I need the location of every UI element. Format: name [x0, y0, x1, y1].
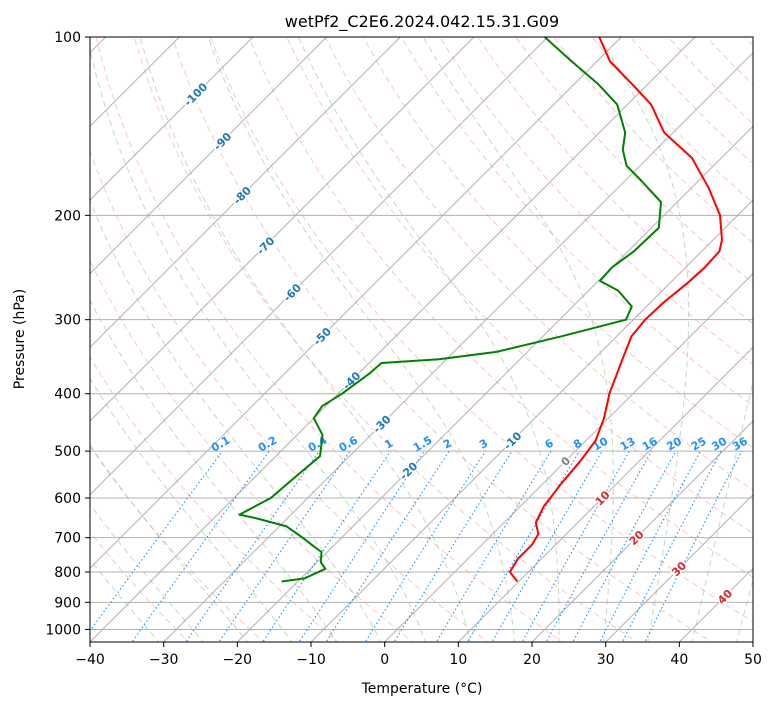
isotherm-line [163, 51, 753, 642]
x-tick-label: 30 [597, 652, 615, 668]
mixing-ratio-line [393, 450, 513, 642]
mixing-ratio-line [621, 450, 722, 642]
dry-adiabat-line [248, 37, 753, 578]
plot-frame [89, 36, 754, 643]
mixing-ratio-line [131, 450, 270, 642]
isotherm-line [90, 37, 254, 201]
mixing-ratio-line [218, 450, 351, 642]
temperature-profile-line [508, 37, 723, 583]
dry-adiabat-line [477, 37, 753, 325]
moist-adiabat-line [90, 299, 338, 642]
mixing-ratio-line [185, 450, 320, 642]
x-tick-label: 20 [523, 652, 541, 668]
x-axis-label: Temperature (°C) [361, 681, 483, 697]
isotherms [90, 37, 753, 642]
moist-adiabat-line [90, 199, 382, 642]
y-tick-label: 500 [54, 444, 81, 460]
x-tick-label: 50 [744, 652, 762, 668]
isotherm-line [90, 37, 549, 496]
y-tick-label: 300 [54, 313, 81, 329]
x-tick-label: −20 [223, 652, 253, 668]
moist-adiabat-line [90, 503, 204, 642]
mixing-ratio-line [599, 450, 701, 642]
moist-adiabat-line [90, 444, 249, 642]
axes: −40 −30 −20 −10 0 10 20 30 40 50 100 200 300 400 500 60… [45, 30, 762, 668]
y-axis-label: Pressure (hPa) [12, 289, 28, 389]
mixing-ratio-line [572, 450, 677, 642]
y-tick-label: 700 [54, 531, 81, 547]
dry-adiabat-line [362, 37, 753, 449]
y-tick-label: 900 [54, 595, 81, 611]
x-tick-label: 0 [380, 652, 389, 668]
isotherm-line [90, 37, 328, 275]
isotherm-line [236, 125, 753, 642]
moist-adiabat-line [90, 377, 293, 642]
mixing-ratio-line [262, 450, 392, 642]
mixing-ratio-line [364, 450, 486, 642]
y-tick-label: 800 [54, 565, 81, 581]
isotherm-line [90, 37, 401, 349]
isotherm-line [90, 37, 696, 642]
y-tick-label: 200 [54, 208, 81, 224]
isotherm-line [90, 37, 475, 422]
y-tick-label: 1000 [45, 622, 81, 638]
chart-title: wetPf2_C2E6.2024.042.15.31.G09 [285, 12, 559, 32]
dry-adiabat-line [438, 37, 753, 366]
pressure-grid [90, 37, 753, 630]
x-tick-label: −40 [75, 652, 105, 668]
y-tick-label: 400 [54, 387, 81, 403]
x-tick-label: −10 [296, 652, 326, 668]
plot-area: 0.1 0.2 0.4 0.6 1 1.5 2 3 4 6 8 10 13 16 20 25 30 36-100-… [90, 37, 753, 642]
x-tick-label: 40 [670, 652, 688, 668]
isotherm-line [310, 199, 753, 642]
mixing-ratio-line [90, 450, 223, 632]
isotherm-line [457, 346, 753, 642]
isotherm-line [384, 272, 753, 642]
isotherm-line [90, 37, 622, 570]
dry-adiabat-line [324, 37, 753, 491]
y-tick-label: 600 [54, 491, 81, 507]
dewpoint-profile-line [238, 37, 662, 583]
isotherm-line [531, 420, 753, 642]
y-tick-label: 100 [54, 30, 81, 46]
x-tick-label: −30 [149, 652, 179, 668]
x-tick-label: 10 [449, 652, 467, 668]
dry-adiabat-line [90, 259, 414, 642]
mixing-ratio-line [325, 450, 450, 642]
isotherm-line [605, 493, 753, 642]
mixing-ratio-line [298, 450, 425, 642]
